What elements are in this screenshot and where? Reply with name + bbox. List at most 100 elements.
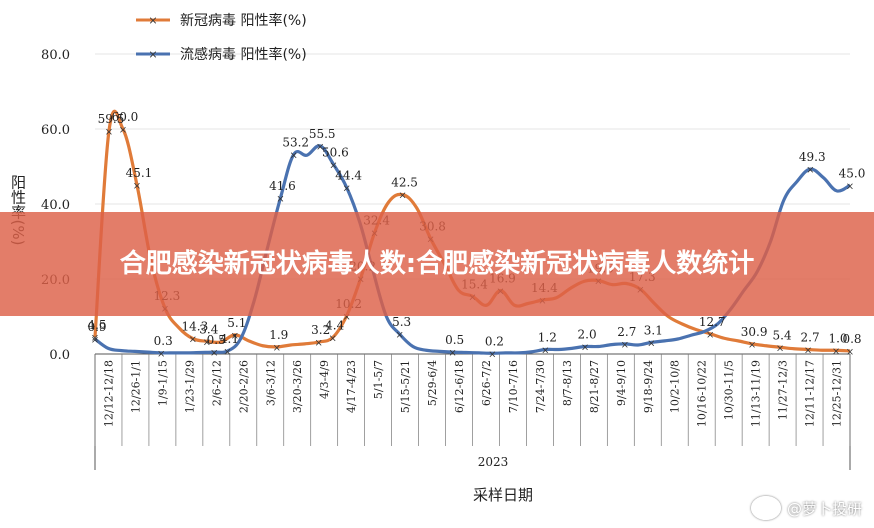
- data-point-marker: ×: [273, 343, 281, 354]
- data-label: 5.1: [227, 316, 246, 330]
- x-tick-label: 7/10-7/16: [507, 360, 520, 413]
- data-point-marker: ×: [289, 151, 297, 162]
- data-point-marker: ×: [315, 338, 323, 349]
- y-tick-label: 80.0: [41, 48, 70, 63]
- data-label: 5.4: [773, 328, 792, 342]
- data-point-marker: ×: [541, 346, 549, 357]
- x-axis: 12/12-12/18 12/26-1/1 1/9-1/15 1/23-1/29 2/6…: [94, 353, 851, 470]
- data-label: 44.4: [335, 169, 362, 183]
- legend-marker-flu: ×: [148, 48, 157, 61]
- data-point-marker: ×: [189, 335, 197, 346]
- data-label: 3.2: [311, 323, 330, 337]
- data-label: 0.5: [445, 333, 464, 347]
- x-tick-label: 12/12-12/18: [102, 360, 115, 427]
- data-label: 3.4: [199, 322, 218, 336]
- x-axis-group-label: 2023: [478, 455, 509, 469]
- y-tick-label: 40.0: [41, 198, 70, 213]
- x-tick-label: 5/15-5/21: [399, 360, 412, 413]
- data-label: 0.2: [485, 334, 504, 348]
- data-point-marker: ×: [776, 343, 784, 354]
- data-label: 4.5: [87, 318, 106, 332]
- data-point-marker: ×: [157, 349, 165, 360]
- x-tick-label: 10/30-11/5: [723, 360, 736, 420]
- watermark: @萝卜投研: [750, 496, 862, 520]
- data-point-marker: ×: [133, 181, 141, 192]
- data-label: 59.5: [98, 112, 125, 126]
- data-label: 4.4: [325, 319, 344, 333]
- data-point-marker: ×: [276, 194, 284, 205]
- data-point-marker: ×: [105, 127, 113, 138]
- data-label: 0.5: [207, 333, 226, 347]
- x-tick-label: 2/6-2/12: [210, 360, 223, 406]
- data-point-marker: ×: [91, 333, 99, 344]
- x-tick-label: 1/9-1/15: [156, 360, 169, 406]
- data-label: 2.0: [578, 328, 597, 342]
- data-point-marker: ×: [804, 346, 812, 357]
- data-point-marker: ×: [231, 331, 239, 342]
- data-point-marker: ×: [832, 346, 840, 357]
- x-tick-label: 10/16-10/22: [696, 360, 709, 427]
- data-point-marker: ×: [210, 348, 218, 359]
- legend-label-covid: 新冠病毒 阳性率(%): [180, 12, 307, 29]
- legend-label-flu: 流感病毒 阳性率(%): [180, 46, 307, 63]
- x-tick-label: 5/29-6/4: [426, 360, 439, 406]
- x-tick-label: 9/18-9/24: [642, 360, 655, 413]
- data-label: 50.6: [322, 145, 349, 159]
- watermark-text: @萝卜投研: [786, 499, 862, 518]
- y-tick-label: 0.0: [49, 348, 70, 363]
- data-label: 0.9: [87, 320, 106, 334]
- data-point-marker: ×: [647, 338, 655, 349]
- data-point-marker: ×: [119, 125, 127, 136]
- x-tick-label: 3/20-3/26: [291, 360, 304, 413]
- data-label: 0.3: [154, 334, 173, 348]
- data-label: 2.7: [801, 331, 820, 345]
- title-banner: 合肥感染新冠状病毒人数:合肥感染新冠状病毒人数统计: [0, 212, 874, 316]
- data-label: 60.0: [112, 110, 139, 124]
- x-tick-label: 12/25-12/31: [831, 360, 844, 427]
- y-tick-label: 60.0: [41, 123, 70, 138]
- data-point-marker: ×: [328, 334, 336, 345]
- data-label: 55.5: [309, 127, 336, 141]
- data-point-marker: ×: [91, 335, 99, 346]
- data-label: 45.1: [126, 166, 153, 180]
- x-tick-label: 8/21-8/27: [588, 360, 601, 413]
- data-point-marker: ×: [316, 142, 324, 153]
- x-tick-label: 11/27-12/3: [777, 360, 790, 420]
- data-label: 2.7: [617, 325, 636, 339]
- x-tick-label: 1/23-1/29: [183, 360, 196, 413]
- x-tick-label: 4/17-4/23: [345, 360, 358, 413]
- legend-marker-covid: ×: [148, 14, 157, 27]
- data-label: 49.3: [799, 150, 826, 164]
- data-point-marker: ×: [398, 191, 406, 202]
- data-point-marker: ×: [621, 340, 629, 351]
- data-label: 5.3: [392, 315, 411, 329]
- x-tick-label: 12/11-12/17: [804, 360, 817, 427]
- x-tick-label: 2/20-2/26: [237, 360, 250, 413]
- data-label: 41.6: [269, 179, 296, 193]
- legend: × 新冠病毒 阳性率(%) × 流感病毒 阳性率(%): [136, 12, 307, 63]
- data-point-marker: ×: [395, 330, 403, 341]
- x-tick-label: 3/6-3/12: [264, 360, 277, 406]
- data-label: 1.9: [269, 328, 288, 342]
- x-tick-label: 8/7-8/13: [561, 360, 574, 406]
- x-tick-label: 6/12-6/18: [453, 360, 466, 413]
- series-line-1: [94, 144, 851, 355]
- data-label: 14.3: [182, 320, 209, 334]
- data-point-marker: ×: [448, 348, 456, 359]
- data-label: 1.0: [828, 331, 847, 345]
- x-axis-title: 采样日期: [473, 486, 533, 504]
- x-tick-label: 7/24-7/30: [534, 360, 547, 413]
- x-tick-label: 10/2-10/8: [669, 360, 682, 413]
- data-label: 3.1: [644, 323, 663, 337]
- data-label: 30.9: [741, 325, 768, 339]
- x-tick-label: 9/4-9/10: [615, 360, 628, 406]
- x-tick-label: 11/13-11/19: [750, 360, 763, 427]
- data-point-marker: ×: [488, 349, 496, 360]
- x-tick-label: 12/26-1/1: [129, 360, 142, 413]
- data-label: 4.1: [220, 332, 239, 346]
- data-point-marker: ×: [846, 347, 854, 358]
- data-point-marker: ×: [329, 160, 337, 171]
- data-point-marker: ×: [342, 184, 350, 195]
- x-tick-label: 6/26-7/2: [480, 360, 493, 406]
- data-label: 42.5: [391, 176, 418, 190]
